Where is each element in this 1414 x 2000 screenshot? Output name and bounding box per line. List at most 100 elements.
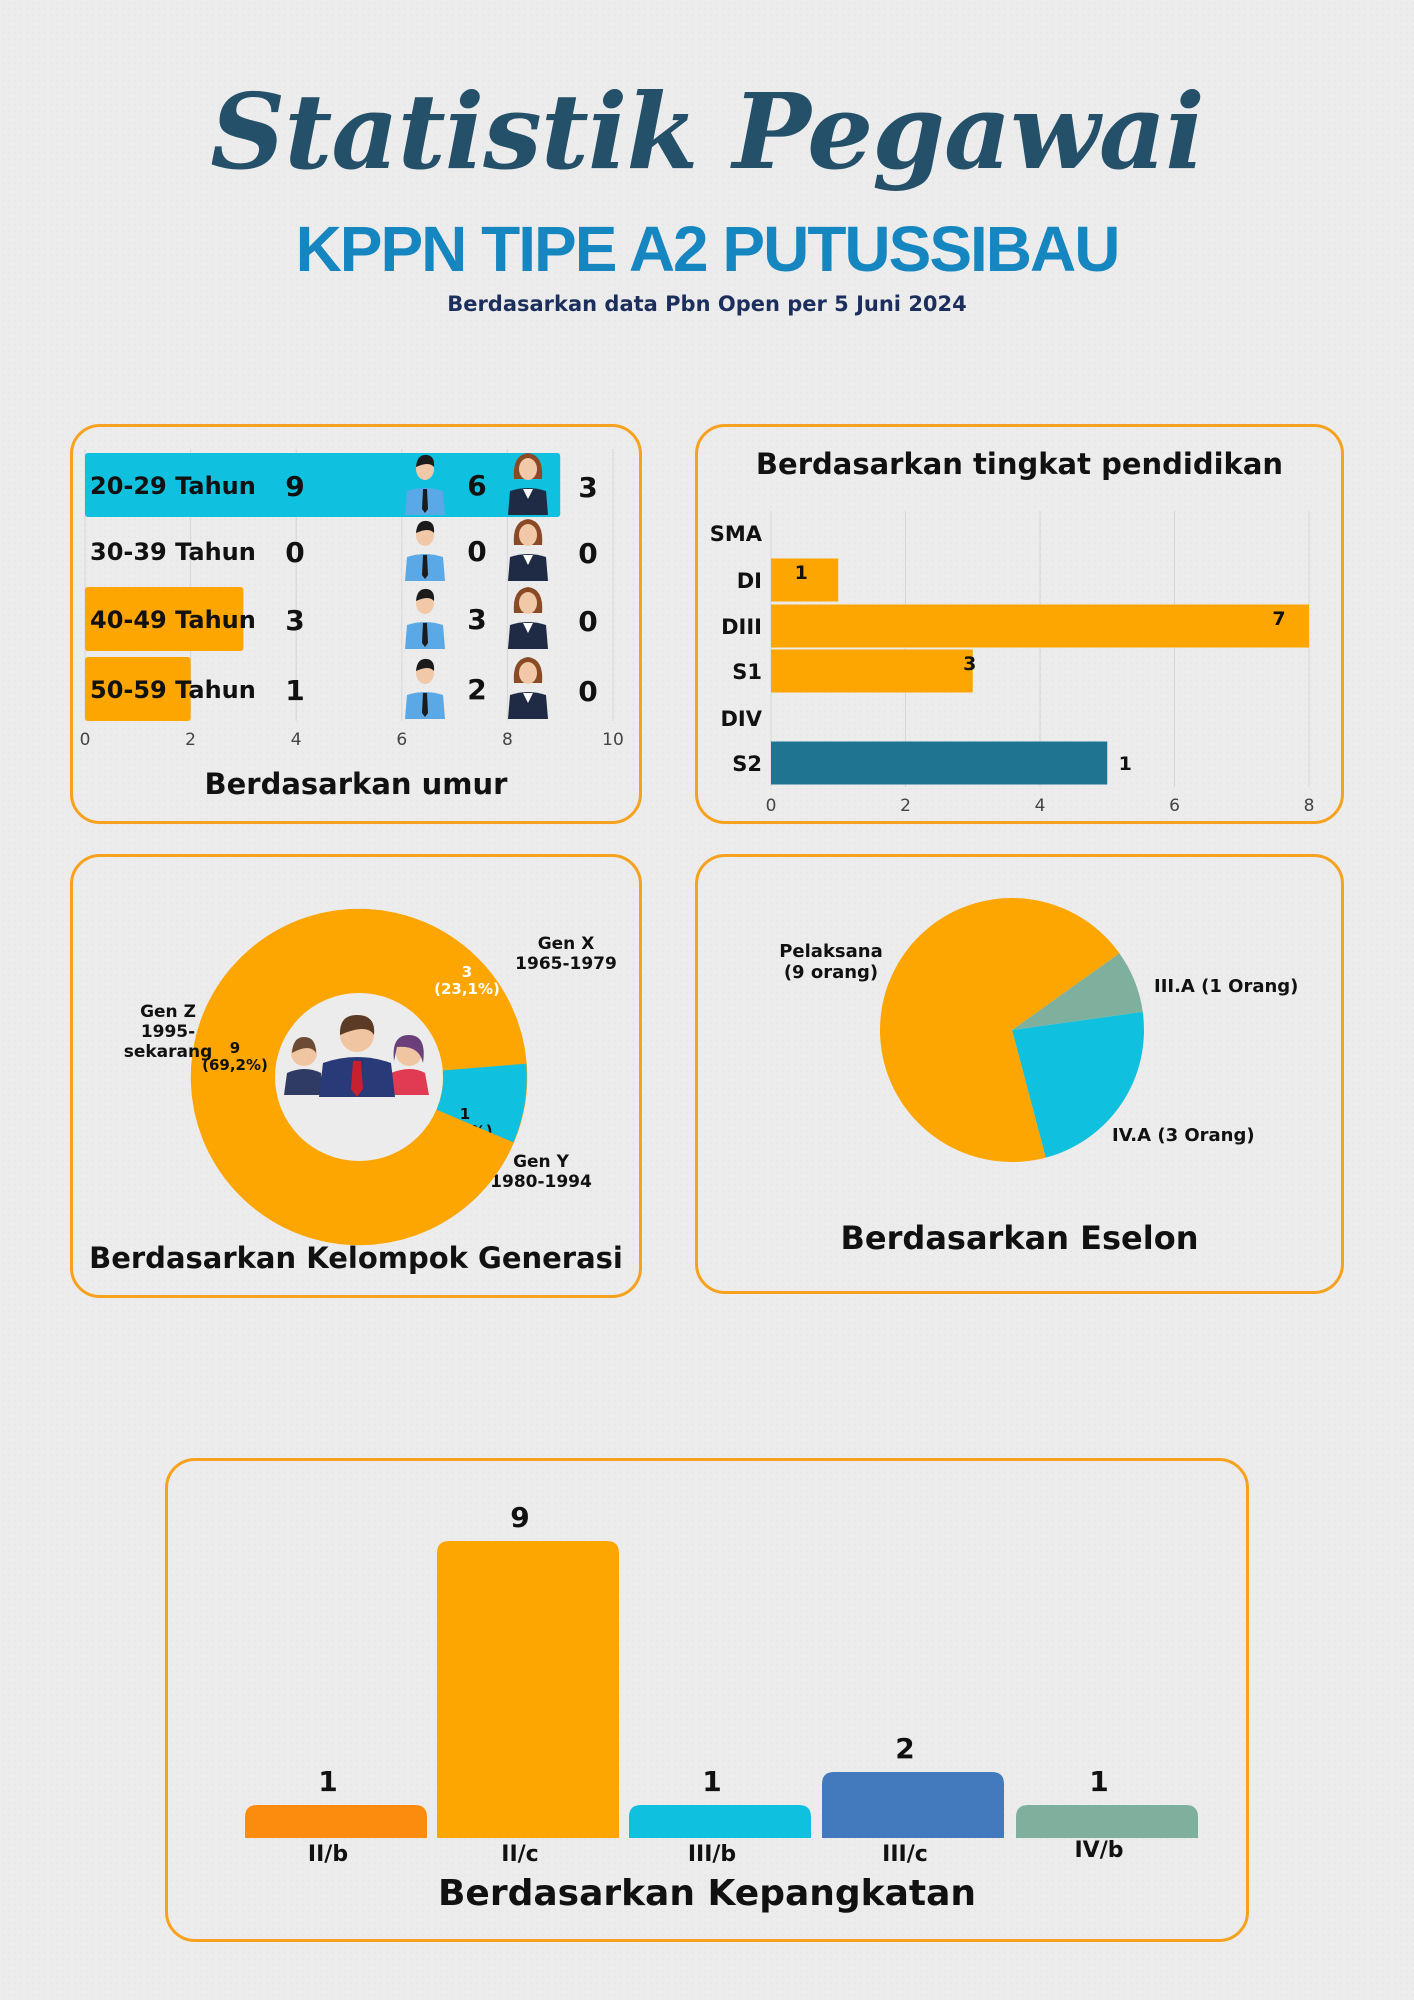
kepangkatan-value-label-4: 1 — [1089, 1765, 1108, 1798]
pendidikan-category-label-0: SMA — [710, 522, 763, 546]
kepangkatan-bar-0 — [245, 1805, 427, 1838]
kepangkatan-value-label-1: 9 — [510, 1501, 529, 1534]
umur-male-count-1: 0 — [467, 535, 486, 568]
chart-kepangkatan: 1 II/b 9 II/c 1 III/b 2 III/c 1 IV/b — [245, 1501, 1198, 1867]
eselon-label-2: Pelaksana — [779, 941, 883, 962]
kepangkatan-category-label-3: III/c — [882, 1842, 928, 1867]
generasi-name-label-2: Gen Z — [140, 1002, 196, 1022]
eselon-slice-0 — [1012, 953, 1143, 1030]
umur-female-count-0: 3 — [578, 471, 597, 504]
generasi-value-label-1: 1 — [460, 1105, 470, 1123]
kepangkatan-value-label-0: 1 — [318, 1765, 337, 1798]
eselon-label-1: IV.A (3 Orang) — [1112, 1125, 1255, 1146]
chart-title-pendidikan: Berdasarkan tingkat pendidikan — [755, 447, 1284, 481]
umur-male-count-0: 6 — [467, 469, 486, 502]
male-icon — [405, 454, 445, 515]
kepangkatan-bar-2 — [629, 1805, 811, 1838]
pendidikan-x-tick-2: 2 — [900, 796, 911, 816]
pendidikan-value-label-2: 7 — [1272, 608, 1285, 630]
pendidikan-value-label-5: 1 — [1119, 753, 1132, 775]
chart-pendidikan: 0 2 4 6 8 SMA DI 1 DIII 7 S1 3 DIV S2 1 — [710, 511, 1315, 816]
umur-bar-3 — [85, 657, 191, 721]
generasi-name-label-1: Gen Y — [513, 1152, 570, 1172]
pendidikan-category-label-5: S2 — [732, 752, 762, 776]
pendidikan-x-tick-8: 8 — [1304, 796, 1315, 816]
pendidikan-bar-3 — [771, 649, 973, 693]
umur-female-count-3: 0 — [578, 675, 597, 708]
eselon-slice-2 — [880, 898, 1120, 1162]
umur-bar-2 — [85, 587, 244, 651]
umur-total-label-2: 3 — [285, 604, 304, 637]
pendidikan-value-label-1: 1 — [795, 562, 808, 584]
eselon-label-2b: (9 orang) — [784, 962, 878, 983]
generasi-pct-label-2: (69,2%) — [202, 1056, 268, 1074]
kepangkatan-category-label-2: III/b — [688, 1842, 736, 1867]
umur-female-count-1: 0 — [578, 537, 597, 570]
generasi-pct-label-0: (23,1%) — [434, 980, 500, 998]
umur-x-tick-8: 8 — [502, 730, 513, 750]
kepangkatan-value-label-2: 1 — [702, 1765, 721, 1798]
kepangkatan-bar-3 — [822, 1772, 1004, 1838]
male-icon — [405, 658, 445, 719]
subtitle: Berdasarkan data Pbn Open per 5 Juni 202… — [447, 292, 967, 316]
pendidikan-x-tick-4: 4 — [1035, 796, 1046, 816]
female-icon — [508, 657, 548, 719]
umur-category-label-1: 30-39 Tahun — [90, 538, 256, 566]
umur-female-count-2: 0 — [578, 605, 597, 638]
eselon-label-0: III.A (1 Orang) — [1154, 976, 1298, 997]
pendidikan-category-label-4: DIV — [721, 707, 763, 731]
male-icon — [405, 520, 445, 581]
kepangkatan-category-label-1: II/c — [501, 1842, 538, 1867]
pendidikan-bar-1 — [771, 558, 839, 602]
script-title: Statistik Pegawai — [210, 70, 1205, 193]
panel-pendidikan: Berdasarkan tingkat pendidikan 0 2 4 6 8 SMA D… — [695, 424, 1344, 824]
panel-umur: 0 2 4 6 8 10 20-29 Tahun 9 6 3 30-39 Tahun 0 0 0 40-49… — [70, 424, 642, 824]
umur-total-label-3: 1 — [285, 674, 304, 707]
generasi-value-label-0: 3 — [462, 963, 472, 981]
umur-total-label-1: 0 — [285, 536, 304, 569]
pendidikan-x-tick-6: 6 — [1169, 796, 1180, 816]
umur-x-tick-6: 6 — [396, 730, 407, 750]
pendidikan-category-label-1: DI — [737, 569, 762, 593]
chart-title-kepangkatan: Berdasarkan Kepangkatan — [437, 1873, 977, 1914]
pendidikan-category-label-3: S1 — [732, 660, 762, 684]
pendidikan-category-label-2: DIII — [721, 615, 762, 639]
umur-x-tick-2: 2 — [185, 730, 196, 750]
pendidikan-bar-5 — [771, 741, 1108, 785]
umur-x-tick-0: 0 — [80, 730, 91, 750]
panel-eselon: III.A (1 Orang) IV.A (3 Orang) Pelaksana (9… — [695, 854, 1344, 1294]
female-icon — [508, 453, 548, 515]
kepangkatan-bar-1 — [437, 1541, 619, 1838]
generasi-years-label-2: 1995- — [141, 1022, 195, 1042]
pendidikan-bar-2 — [771, 604, 1309, 648]
people-group-icon — [284, 1015, 429, 1097]
main-title: KPPN TIPE A2 PUTUSSIBAU — [295, 213, 1121, 285]
generasi-name-label-0: Gen X — [538, 934, 595, 954]
umur-category-label-3: 50-59 Tahun — [90, 676, 256, 704]
umur-male-count-2: 3 — [467, 603, 486, 636]
chart-eselon: III.A (1 Orang) IV.A (3 Orang) Pelaksana(9… — [779, 898, 1298, 1162]
umur-male-count-3: 2 — [467, 673, 486, 706]
generasi-years2-label-2: sekarang — [124, 1042, 213, 1062]
pendidikan-value-label-3: 3 — [963, 653, 976, 675]
kepangkatan-value-label-3: 2 — [895, 1732, 914, 1765]
eselon-slice-1 — [1012, 1011, 1144, 1158]
chart-title-umur: Berdasarkan umur — [204, 767, 508, 801]
generasi-years-label-1: 1980-1994 — [490, 1172, 592, 1192]
umur-category-label-2: 40-49 Tahun — [90, 606, 256, 634]
pendidikan-x-tick-0: 0 — [766, 796, 777, 816]
female-icon — [508, 587, 548, 649]
umur-category-label-0: 20-29 Tahun — [90, 472, 256, 500]
male-icon — [405, 588, 445, 649]
generasi-value-label-2: 9 — [230, 1039, 240, 1057]
umur-total-label-0: 9 — [285, 470, 304, 503]
kepangkatan-category-label-4: IV/b — [1075, 1838, 1124, 1863]
kepangkatan-bar-4 — [1016, 1805, 1198, 1838]
chart-title-generasi: Berdasarkan Kelompok Generasi — [89, 1241, 623, 1275]
kepangkatan-category-label-0: II/b — [308, 1842, 348, 1867]
chart-title-eselon: Berdasarkan Eselon — [840, 1219, 1199, 1257]
generasi-years-label-0: 1965-1979 — [515, 954, 617, 974]
